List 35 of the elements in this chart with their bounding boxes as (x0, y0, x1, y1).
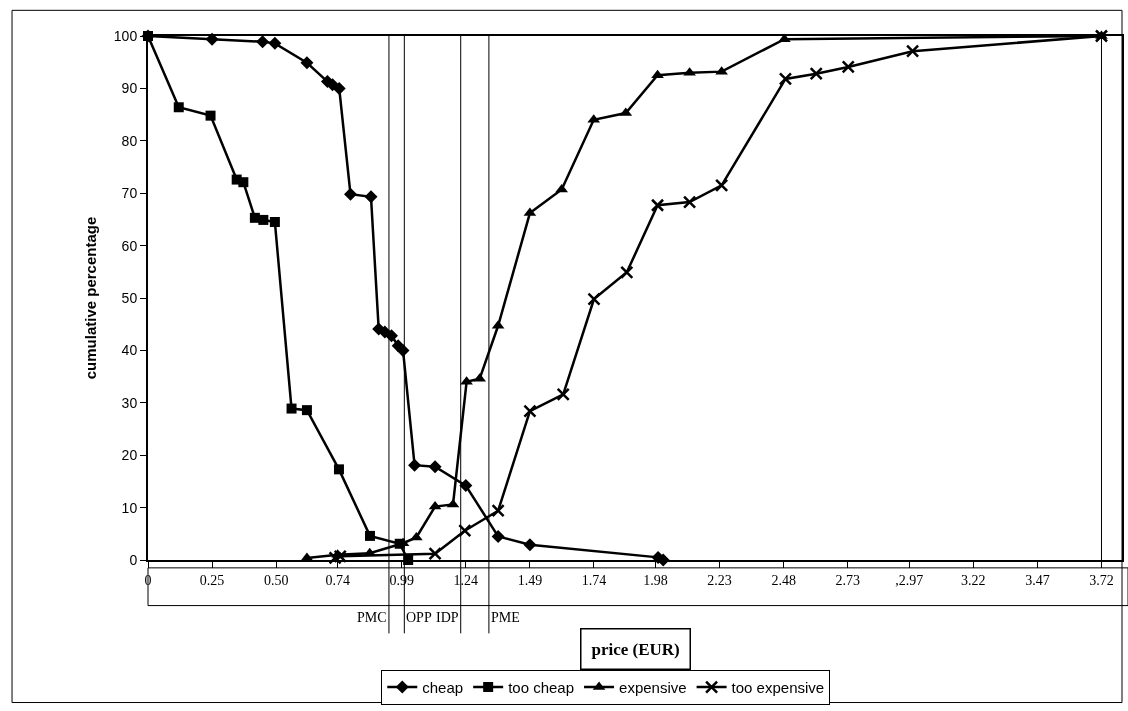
y-tick-label: 40 (121, 342, 138, 359)
y-tick-label: 60 (121, 237, 138, 254)
x-tick-label: 2.23 (707, 572, 732, 588)
x-axis-title: price (EUR) (591, 639, 680, 659)
x-tick-label: 0.74 (325, 572, 350, 588)
x-tick-label: 1.74 (581, 572, 607, 588)
ref-line-label: IDP (436, 610, 459, 625)
y-tick-label: 20 (121, 447, 138, 464)
x-tick-label: 1.98 (643, 572, 668, 588)
y-tick-label: 70 (121, 185, 138, 202)
y-tick-label: 100 (113, 27, 138, 44)
x-tick-label: 3.47 (1025, 572, 1050, 588)
legend-label: expensive (619, 678, 687, 696)
y-tick-label: 30 (121, 394, 138, 411)
x-tick-label: 2.48 (771, 572, 796, 588)
ref-line-label: OPP (406, 610, 432, 625)
y-tick-label: 0 (129, 551, 138, 568)
legend-label: cheap (422, 678, 464, 696)
y-axis-title: cumulative percentage (81, 216, 99, 380)
ref-line-label: PME (491, 610, 520, 625)
legend-label: too cheap (508, 678, 575, 696)
y-tick-label: 80 (121, 132, 138, 149)
x-tick-label: 0.50 (263, 572, 289, 588)
x-tick-label: 0 (144, 572, 152, 588)
x-tick-label: 2.73 (835, 572, 860, 588)
x-tick-label: 3.72 (1089, 572, 1114, 588)
legend-label: too expensive (731, 678, 825, 696)
x-tick-label: 0.25 (199, 572, 225, 588)
y-tick-label: 10 (121, 499, 138, 516)
x-tick-label: 1.49 (517, 572, 543, 588)
y-tick-label: 50 (121, 289, 138, 306)
y-tick-label: 90 (121, 80, 138, 97)
x-tick-label: ,2.97 (895, 572, 924, 588)
x-tick-label: 3.22 (961, 572, 986, 588)
ref-line-label: PMC (357, 610, 387, 625)
